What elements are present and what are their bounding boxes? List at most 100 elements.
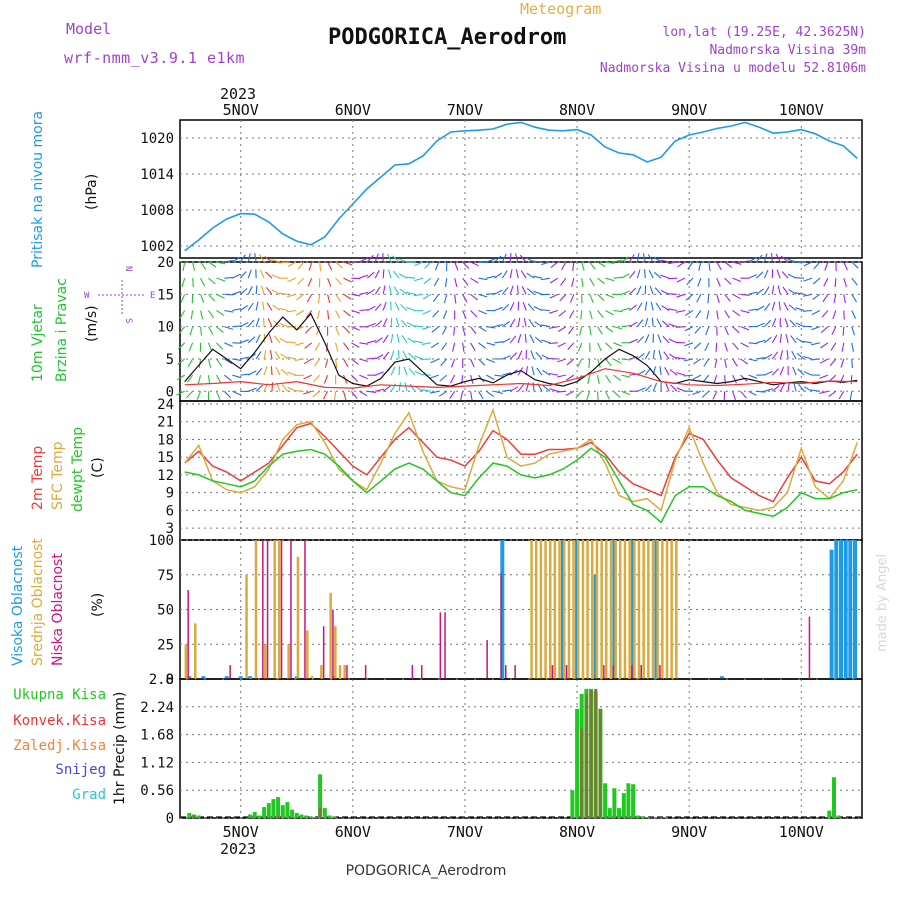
wind-barb (548, 342, 558, 344)
wind-barb (732, 342, 739, 351)
ytick-label: 5 (166, 352, 174, 368)
wind-barb (589, 310, 593, 320)
wind-barb (514, 253, 519, 263)
wind-barb (669, 369, 678, 376)
wind-barb (662, 335, 670, 344)
wind-barb (450, 374, 456, 384)
total-rain-bar (827, 810, 832, 818)
wind-barb (613, 259, 623, 263)
wind-barb (494, 390, 504, 395)
wind-barb (803, 386, 813, 392)
wind-barb (756, 271, 764, 279)
wind-barb (314, 342, 321, 351)
wind-barb (636, 353, 645, 360)
mid-cloud-bar (614, 540, 617, 679)
high-cloud-bar (201, 676, 206, 679)
wind-barb (652, 350, 656, 360)
low-cloud-bar (486, 640, 488, 679)
wind-barb (181, 278, 186, 287)
low-cloud-bar (411, 665, 414, 679)
ytick-label: 2.8 (149, 672, 174, 688)
wind-barb (732, 293, 741, 300)
wind-barb (648, 269, 654, 279)
wind-barb (522, 301, 527, 311)
wind-barb (216, 277, 226, 282)
wind-barb (297, 277, 305, 285)
wind-barb (424, 261, 432, 269)
wind-barb (676, 293, 686, 298)
wind-barb (684, 342, 694, 347)
wind-barb (390, 317, 393, 327)
wind-barb (444, 278, 448, 288)
wind-barb (548, 326, 559, 329)
wind-barb (636, 319, 644, 327)
wind-barb (501, 287, 509, 295)
wind-barb (571, 278, 575, 288)
wind-barb (812, 277, 821, 285)
wind-barb (390, 350, 395, 360)
wind-barb (400, 319, 408, 328)
wind-barb (179, 310, 186, 319)
wind-barb (486, 258, 496, 263)
conv-rain-bar (584, 693, 588, 818)
wind-barb (406, 322, 416, 328)
wind-barb (287, 371, 297, 376)
wind-barb (247, 370, 257, 376)
wind-barb (178, 326, 186, 335)
mid-cloud-bar (577, 540, 580, 679)
wind-barb (706, 310, 710, 320)
wind-barb (190, 310, 194, 320)
mid-cloud-bar (338, 665, 342, 679)
wind-barb (779, 333, 782, 343)
wind-barb (509, 269, 513, 279)
wind-barb (732, 374, 737, 384)
wind-barb (740, 342, 749, 348)
mid-cloud-bar (549, 540, 552, 679)
wind-barb (613, 309, 623, 313)
wind-barb (660, 274, 670, 279)
footer-station: PODGORICA_Aerodrom (346, 863, 507, 879)
mid-cloud-bar (254, 540, 258, 679)
wind-barb (494, 289, 503, 295)
wind-barb (279, 338, 289, 344)
dewpt-line (184, 447, 858, 524)
wind-mean-line (184, 368, 858, 389)
wind-barb (366, 254, 374, 263)
top-date-label: 6NOV (335, 101, 371, 119)
wind-barb (449, 390, 456, 400)
ytick-label: 1.68 (140, 728, 174, 744)
wind-barb (295, 310, 305, 316)
wind-barb (509, 335, 517, 344)
wind-barb (613, 276, 623, 279)
wind-barb (653, 271, 662, 279)
wind-barb (430, 358, 440, 364)
wind-barb (414, 370, 424, 376)
wind-barb (597, 261, 606, 268)
wind-barb (247, 319, 255, 328)
low-cloud-bar (262, 540, 264, 679)
wind-barb (305, 310, 313, 318)
wind-barb (280, 368, 289, 376)
wind-barb (208, 293, 216, 302)
mid-cloud-bar (619, 540, 622, 679)
wind-barb (404, 382, 408, 392)
wind-barb (833, 294, 837, 304)
wind-barb (279, 307, 289, 312)
wind-barb (597, 375, 600, 385)
wind-barb (716, 310, 719, 320)
wind-barb (683, 358, 694, 362)
wind-barb (724, 293, 731, 302)
wind-barb (659, 366, 662, 376)
wind-barb (224, 326, 234, 330)
wind-barb (707, 294, 710, 304)
wind-barb (716, 294, 720, 304)
wind-barb (520, 270, 527, 279)
wind-barb (851, 342, 855, 352)
wind-barb (501, 320, 510, 328)
ytick-label: 6 (166, 503, 174, 519)
pressure-unit: (hPa) (84, 174, 100, 210)
conv-rain-bar (192, 815, 196, 818)
wind-barb (756, 390, 766, 393)
wind-barb (851, 277, 858, 286)
wind-barb (636, 302, 643, 311)
